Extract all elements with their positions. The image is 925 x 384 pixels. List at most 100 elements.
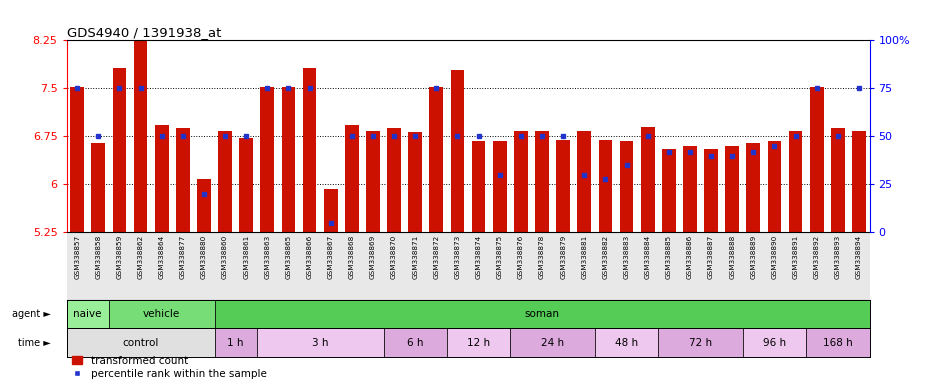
Bar — [595, 328, 659, 357]
Text: GSM338862: GSM338862 — [138, 234, 143, 278]
Text: naive: naive — [73, 309, 102, 319]
Text: GSM338857: GSM338857 — [74, 234, 80, 278]
Bar — [218, 131, 232, 232]
Text: GSM338890: GSM338890 — [771, 234, 777, 278]
Bar — [447, 328, 511, 357]
Text: GSM338877: GSM338877 — [179, 234, 186, 278]
Bar — [659, 328, 743, 357]
Bar — [257, 328, 384, 357]
Text: GDS4940 / 1391938_at: GDS4940 / 1391938_at — [67, 26, 221, 39]
Text: GSM338884: GSM338884 — [645, 234, 650, 278]
Text: GSM338869: GSM338869 — [370, 234, 376, 278]
Text: GSM338875: GSM338875 — [497, 234, 503, 278]
Text: GSM338860: GSM338860 — [222, 234, 228, 278]
Bar — [215, 300, 870, 328]
Text: GSM338858: GSM338858 — [95, 234, 102, 278]
Text: GSM338864: GSM338864 — [159, 234, 165, 278]
Bar — [641, 127, 655, 232]
Bar — [324, 189, 338, 232]
Text: GSM338894: GSM338894 — [856, 234, 862, 278]
Text: 168 h: 168 h — [823, 338, 853, 348]
Text: GSM338883: GSM338883 — [623, 234, 630, 278]
Text: GSM338863: GSM338863 — [265, 234, 270, 278]
Bar — [725, 146, 739, 232]
Text: GSM338868: GSM338868 — [349, 234, 355, 278]
Text: GSM338859: GSM338859 — [117, 234, 122, 278]
Text: GSM338878: GSM338878 — [539, 234, 545, 278]
Text: 12 h: 12 h — [467, 338, 490, 348]
Bar — [388, 128, 401, 232]
Bar — [197, 179, 211, 232]
Bar — [67, 300, 109, 328]
Text: GSM338873: GSM338873 — [454, 234, 461, 278]
Legend: transformed count, percentile rank within the sample: transformed count, percentile rank withi… — [72, 356, 266, 379]
Text: 3 h: 3 h — [312, 338, 328, 348]
Bar — [536, 131, 549, 232]
Bar — [831, 128, 845, 232]
Bar — [384, 328, 447, 357]
Text: GSM338866: GSM338866 — [306, 234, 313, 278]
Text: 24 h: 24 h — [541, 338, 564, 348]
Bar — [154, 126, 168, 232]
Bar — [809, 87, 823, 232]
Bar — [92, 143, 105, 232]
Text: GSM338876: GSM338876 — [518, 234, 524, 278]
Bar — [852, 131, 866, 232]
Text: GSM338893: GSM338893 — [834, 234, 841, 278]
Bar — [556, 139, 570, 232]
Bar — [366, 131, 380, 232]
Text: GSM338879: GSM338879 — [561, 234, 566, 278]
Bar — [768, 141, 782, 232]
Text: GSM338872: GSM338872 — [433, 234, 439, 278]
Text: GSM338882: GSM338882 — [602, 234, 609, 278]
Text: vehicle: vehicle — [143, 309, 180, 319]
Bar — [109, 300, 215, 328]
Bar — [70, 87, 84, 232]
Text: GSM338871: GSM338871 — [413, 234, 418, 278]
Text: 96 h: 96 h — [763, 338, 786, 348]
Text: GSM338891: GSM338891 — [793, 234, 798, 278]
Bar — [345, 126, 359, 232]
Bar — [806, 328, 869, 357]
Bar — [704, 149, 718, 232]
Text: GSM338887: GSM338887 — [708, 234, 714, 278]
Text: 48 h: 48 h — [615, 338, 638, 348]
Bar — [261, 87, 274, 232]
Bar — [493, 141, 507, 232]
Bar — [450, 70, 464, 232]
Bar — [134, 18, 147, 232]
Text: GSM338867: GSM338867 — [327, 234, 334, 278]
Text: GSM338889: GSM338889 — [750, 234, 757, 278]
Text: GSM338881: GSM338881 — [581, 234, 587, 278]
Text: soman: soman — [524, 309, 560, 319]
Bar — [281, 87, 295, 232]
Text: time ►: time ► — [18, 338, 51, 348]
Text: GSM338880: GSM338880 — [201, 234, 207, 278]
Text: agent ►: agent ► — [12, 309, 51, 319]
Bar — [472, 141, 486, 232]
Bar — [511, 328, 595, 357]
Text: GSM338892: GSM338892 — [814, 234, 820, 278]
Bar — [302, 68, 316, 232]
Text: GSM338888: GSM338888 — [729, 234, 735, 278]
Text: GSM338885: GSM338885 — [666, 234, 672, 278]
Text: GSM338870: GSM338870 — [391, 234, 397, 278]
Bar — [743, 328, 806, 357]
Bar — [113, 68, 127, 232]
Bar — [429, 87, 443, 232]
Text: GSM338874: GSM338874 — [475, 234, 482, 278]
Bar — [598, 139, 612, 232]
Text: GSM338886: GSM338886 — [687, 234, 693, 278]
Bar — [240, 138, 253, 232]
Bar — [408, 132, 422, 232]
Bar — [215, 328, 257, 357]
Bar — [577, 131, 591, 232]
Bar — [514, 131, 528, 232]
Text: GSM338861: GSM338861 — [243, 234, 249, 278]
Bar — [67, 328, 215, 357]
Text: 1 h: 1 h — [228, 338, 244, 348]
Bar — [746, 143, 760, 232]
Bar — [789, 131, 802, 232]
Text: control: control — [122, 338, 159, 348]
Bar — [176, 128, 190, 232]
